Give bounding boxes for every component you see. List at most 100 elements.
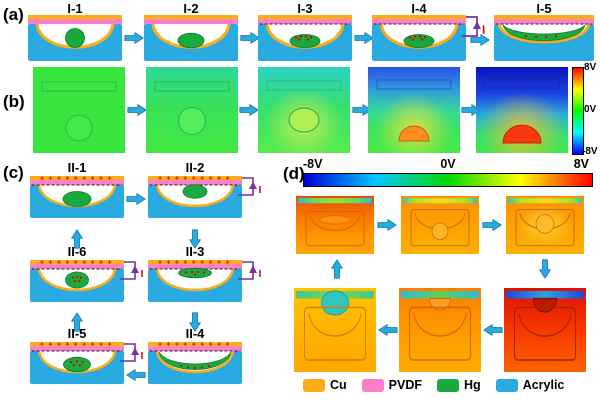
panel-b-label: (b) [3,92,25,111]
hg-droplet [403,34,435,48]
stage-label-i4: I-4 [411,1,427,16]
simulation-d6 [294,288,376,372]
schematic-stage-ii6: + + + + + + + + + I [30,260,150,302]
stage-label-ii5: II-5 [67,326,87,341]
pvdf-layer [494,19,594,24]
simulation-d1 [296,196,374,254]
voltage-map-d1 [296,196,374,254]
schematic-stage-ii4: + + + + + + + + + [148,342,242,384]
schematic-stage-i3 [258,15,352,61]
stage-label-ii6: II-6 [67,244,87,259]
arrow-right-icon [352,103,372,117]
hg-droplet [65,28,85,48]
arrow-down-icon [538,259,552,279]
hg-droplet [65,271,89,289]
current-arrow-icon [131,347,139,355]
stage-label-ii3: II-3 [185,244,205,259]
current-arrow-icon [473,21,481,29]
stage-ii3-drawing: + + + + + + + + + I [148,260,262,302]
pvdf-layer [30,346,124,351]
voltage-map-d6 [294,288,376,372]
stage-i2-drawing [144,15,238,61]
hg-label: Hg [464,378,481,392]
arrow-up-icon [70,229,84,249]
cu-cavity-lining [497,23,591,44]
current-label: I [141,268,144,280]
stage-label-ii4: II-4 [185,326,205,341]
pvdf-layer [30,180,124,185]
hg-droplet [289,34,321,48]
pvdf-layer [148,346,242,351]
hg-droplet [177,32,205,49]
arrow-right-icon [354,31,374,45]
charge-dots [69,360,85,367]
arrow-left-icon [378,323,398,337]
cu-top-layer [144,15,238,20]
voltage-map-2 [146,67,238,153]
stage-ii5-drawing: + + + + + + + + + I [30,342,144,384]
schematic-stage-ii5: + + + + + + + + + I [30,342,150,384]
arrow-right-icon [482,218,502,232]
cu-top-layer [258,15,352,20]
pvdf-swatch [361,378,384,392]
plus-charges: + + + + + + + + + [40,176,113,183]
simulation-b2 [146,67,238,153]
simulation-b1 [33,67,125,153]
stage-ii4-drawing: + + + + + + + + + [148,342,242,384]
plus-charges: + + + + + + + + + [40,260,113,267]
cu-top-layer [148,342,242,347]
voltage-map-1 [33,67,125,153]
arrow-right-icon [126,192,146,206]
simulation-b4 [368,67,460,153]
cavity [157,269,233,290]
simulation-d4 [504,288,586,372]
stage-label-i2: I-2 [183,1,199,16]
pvdf-layer [148,180,242,185]
hg-droplet [63,356,91,373]
charge-dots [71,275,83,283]
acrylic-label: Acrylic [522,378,565,392]
arrow-up-icon [330,259,344,279]
simulation-d3 [506,196,584,254]
charge-dots [524,34,558,39]
schematic-stage-ii2: + + + + + + + + + I [148,176,268,218]
cu-top-layer [28,15,122,20]
current-label: I [259,184,262,196]
stage-i1-drawing [28,15,122,61]
pvdf-layer [30,264,124,269]
current-arrow-icon [249,181,257,189]
schematic-stage-ii1: + + + + + + + + + [30,176,124,218]
charge-dots [184,270,206,276]
current-label: I [259,268,262,280]
hg-droplet [502,23,586,41]
cu-top-layer [30,342,124,347]
colorbar-mid-label: 0V [584,104,597,115]
charge-dots [179,364,211,370]
cu-cavity-lining [155,268,235,292]
arrow-right-icon [127,103,147,117]
stage-ii1-drawing: + + + + + + + + + [30,176,124,218]
current-arrow-icon [249,265,257,273]
pvdf-layer [148,264,242,269]
hg-droplet [62,191,92,207]
cu-top-layer [148,176,242,181]
cu-cavity-lining [37,268,117,292]
stage-label-i1: I-1 [67,1,83,16]
current-arrow-icon [131,265,139,273]
voltage-map-d2 [401,196,479,254]
panel-d-label: (d) [283,164,305,183]
pvdf-layer [144,19,238,24]
hbar-right-label: 8V [573,157,589,171]
arrow-right-icon [470,33,490,47]
arrow-down-icon [188,229,202,249]
arrow-right-icon [240,31,260,45]
plus-charges: + + + + + + + + + [158,260,231,267]
simulation-b3 [258,67,350,153]
schematic-stage-i2 [144,15,238,61]
cu-cavity-lining [155,350,235,374]
schematic-stage-i1 [28,15,122,61]
simulation-d5 [399,288,481,372]
voltage-map-d5 [399,288,481,372]
plus-charges: + + + + + + + + + [158,342,231,349]
hbar-mid-label: 0V [440,157,456,171]
